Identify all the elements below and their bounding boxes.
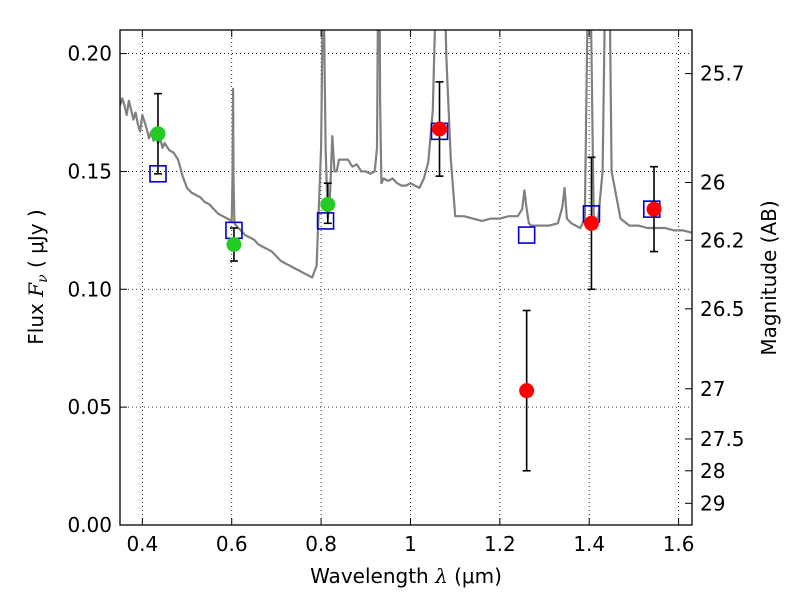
model-photometry-square xyxy=(517,226,536,244)
right-tick-label: 29 xyxy=(700,491,725,515)
observed-point-red xyxy=(646,201,662,217)
y-tick-label: 0.20 xyxy=(67,42,112,66)
y-tick-label: 0.05 xyxy=(67,395,112,419)
right-tick-label: 25.7 xyxy=(700,62,745,86)
model-spectrum xyxy=(120,30,692,279)
right-axis-label: Magnitude (AB) xyxy=(757,200,781,355)
y-axis-label: Flux Fν ( μJy ) xyxy=(24,209,51,344)
y-tick-label: 0.10 xyxy=(67,277,112,301)
plot-background xyxy=(120,30,692,525)
observed-point-green xyxy=(320,196,336,212)
observed-points xyxy=(150,121,662,399)
x-tick-label: 0.4 xyxy=(126,532,158,556)
x-tick-label: 1.6 xyxy=(663,532,695,556)
x-tick-label: 0.6 xyxy=(216,532,248,556)
y-tick-label: 0.15 xyxy=(67,159,112,183)
right-tick-label: 26.5 xyxy=(700,297,745,321)
right-tick-label: 26.2 xyxy=(700,228,745,252)
observed-point-green xyxy=(150,126,166,142)
observed-point-red xyxy=(519,383,535,399)
observed-point-red xyxy=(432,121,448,137)
right-tick-label: 27.5 xyxy=(700,427,745,451)
right-tick-label: 26 xyxy=(700,171,725,195)
x-tick-label: 0.8 xyxy=(305,532,337,556)
observed-point-green xyxy=(226,237,242,252)
y-tick-label: 0.00 xyxy=(67,513,112,537)
right-tick-label: 28 xyxy=(700,459,725,483)
plot-frame xyxy=(119,29,693,526)
ticks: 0.4 0.6 0.8 1 1.2 1.4 1.6 0.00 0.05 0.10 0.15 0.20 2… xyxy=(67,30,745,556)
x-tick-label: 1 xyxy=(404,532,417,556)
observed-point-red xyxy=(583,215,599,231)
x-tick-label: 1.4 xyxy=(573,532,605,556)
right-tick-label: 27 xyxy=(700,377,725,401)
x-tick-label: 1.2 xyxy=(484,532,516,556)
model-spectrum-line xyxy=(120,30,692,279)
model-photometry-square xyxy=(316,212,335,230)
x-axis-label: Wavelength λ (μm) xyxy=(310,564,502,588)
